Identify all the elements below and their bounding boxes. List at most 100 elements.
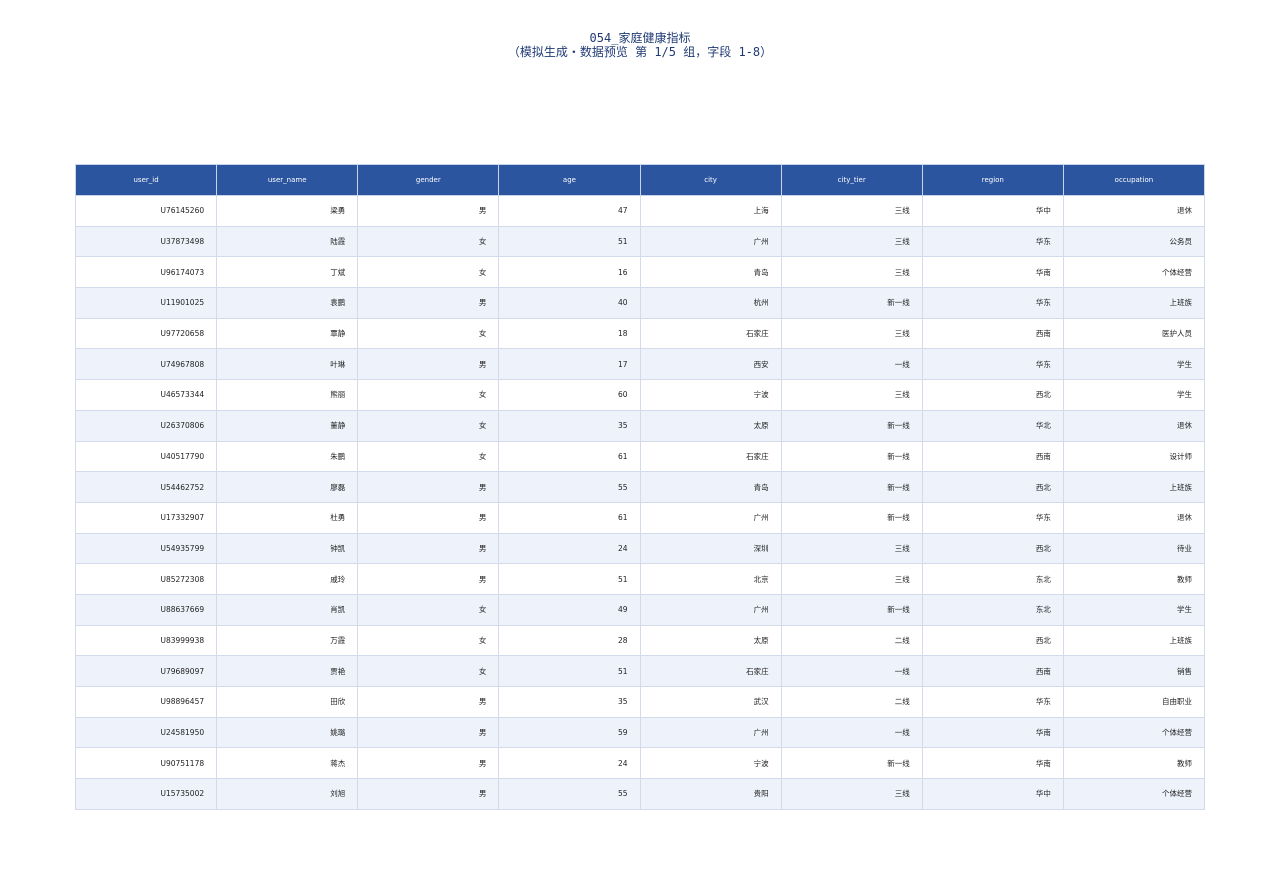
table-cell: U11901025 [74,287,218,319]
table-row: U54462752 廖磊男 55 青岛 新一线 西北 上班族 [74,471,1206,503]
table-cell: 肖凯 [216,593,359,626]
table-row: U83999938 万霞女 28 太原 二线 西北 上班族 [74,624,1206,657]
table-cell: 男 [357,501,500,534]
table-cell: 西南 [921,317,1064,350]
table-cell: 北京 [639,563,782,595]
table-cell: 男 [357,287,500,319]
table-cell: U17332907 [74,501,218,534]
table-cell: 教师 [1062,747,1206,780]
table-cell: 覃静 [216,317,359,350]
table-cell: 三线 [780,256,923,289]
table-cell: 杭州 [639,287,782,319]
table-row: U11901025 袁鹏男 40 杭州 新一线 华东 上班族 [74,287,1206,319]
table-row: U88637669 肖凯女 49 广州 新一线 东北 学生 [74,593,1206,626]
table-cell: 杜勇 [216,501,359,534]
table-cell: 个体经营 [1062,778,1206,810]
table-cell: 16 [498,256,641,289]
column-header: occupation [1062,164,1206,196]
column-header: city_tier [780,164,923,196]
column-header: age [498,164,641,196]
table-cell: 上班族 [1062,287,1206,319]
table-cell: 石家庄 [639,317,782,350]
table-cell: 55 [498,471,641,503]
column-header: region [921,164,1064,196]
table-cell: 个体经营 [1062,716,1206,749]
table-cell: 51 [498,655,641,687]
table-cell: 47 [498,195,641,227]
table-cell: 万霞 [216,624,359,657]
table-cell: 三线 [780,532,923,565]
table-cell: 学生 [1062,348,1206,381]
table-cell: 公务员 [1062,225,1206,258]
table-cell: 熊丽 [216,379,359,411]
table-cell: 设计师 [1062,440,1206,473]
table-cell: 华东 [921,686,1064,718]
table-cell: U37873498 [74,225,218,258]
table-cell: 深圳 [639,532,782,565]
table-cell: 青岛 [639,471,782,503]
table-cell: 18 [498,317,641,350]
table-cell: U15735002 [74,778,218,810]
table-cell: 华东 [921,287,1064,319]
table-cell: 华中 [921,195,1064,227]
table-cell: 61 [498,440,641,473]
table-cell: 退休 [1062,195,1206,227]
table-cell: 女 [357,317,500,350]
table-cell: U98896457 [74,686,218,718]
table-cell: U24581950 [74,716,218,749]
table-cell: 59 [498,716,641,749]
data-table: user_id user_name gender age city city_tier re… [74,164,1206,810]
table-cell: 女 [357,256,500,289]
table-cell: 戚玲 [216,563,359,595]
table-cell: 一线 [780,716,923,749]
table-cell: 三线 [780,195,923,227]
table-cell: 55 [498,778,641,810]
table-cell: 陆霞 [216,225,359,258]
table-cell: 教师 [1062,563,1206,595]
table-cell: 销售 [1062,655,1206,687]
table-cell: 贵阳 [639,778,782,810]
table-cell: 24 [498,532,641,565]
column-header: city [639,164,782,196]
table-row: U85272308 戚玲男 51 北京 三线 东北 教师 [74,563,1206,595]
table-row: U90751178 蒋杰男 24 宁波 新一线 华南 教师 [74,747,1206,780]
table-cell: 49 [498,593,641,626]
table-cell: U26370806 [74,409,218,442]
table-cell: 蒋杰 [216,747,359,780]
table-cell: 待业 [1062,532,1206,565]
table-row: U54935799 钟凯男 24 深圳 三线 西北 待业 [74,532,1206,565]
table-cell: 华东 [921,348,1064,381]
table-cell: 董静 [216,409,359,442]
table-cell: 华北 [921,409,1064,442]
table-cell: 新一线 [780,287,923,319]
table-cell: 三线 [780,317,923,350]
table-cell: 女 [357,655,500,687]
table-cell: U85272308 [74,563,218,595]
table-row: U46573344 熊丽女 60 宁波 三线 西北 学生 [74,379,1206,411]
table-cell: 一线 [780,348,923,381]
table-cell: 男 [357,563,500,595]
table-cell: 西南 [921,655,1064,687]
table-cell: 二线 [780,686,923,718]
table-cell: 女 [357,593,500,626]
table-cell: U76145260 [74,195,218,227]
table-cell: U74967808 [74,348,218,381]
table-cell: U54935799 [74,532,218,565]
table-cell: 女 [357,225,500,258]
table-row: U17332907 杜勇男 61 广州 新一线 华东 退休 [74,501,1206,534]
table-cell: 个体经营 [1062,256,1206,289]
table-cell: 上班族 [1062,471,1206,503]
table-cell: 35 [498,409,641,442]
table-cell: 51 [498,225,641,258]
table-cell: 青岛 [639,256,782,289]
table-cell: 东北 [921,563,1064,595]
table-row: U98896457 田欣男 35 武汉 二线 华东 自由职业 [74,686,1206,718]
table-cell: 女 [357,379,500,411]
table-cell: 新一线 [780,593,923,626]
table-cell: 三线 [780,225,923,258]
table-cell: 朱鹏 [216,440,359,473]
table-cell: 西北 [921,624,1064,657]
table-row: U40517790 朱鹏女 61 石家庄 新一线 西南 设计师 [74,440,1206,473]
table-cell: U40517790 [74,440,218,473]
table-cell: 男 [357,532,500,565]
